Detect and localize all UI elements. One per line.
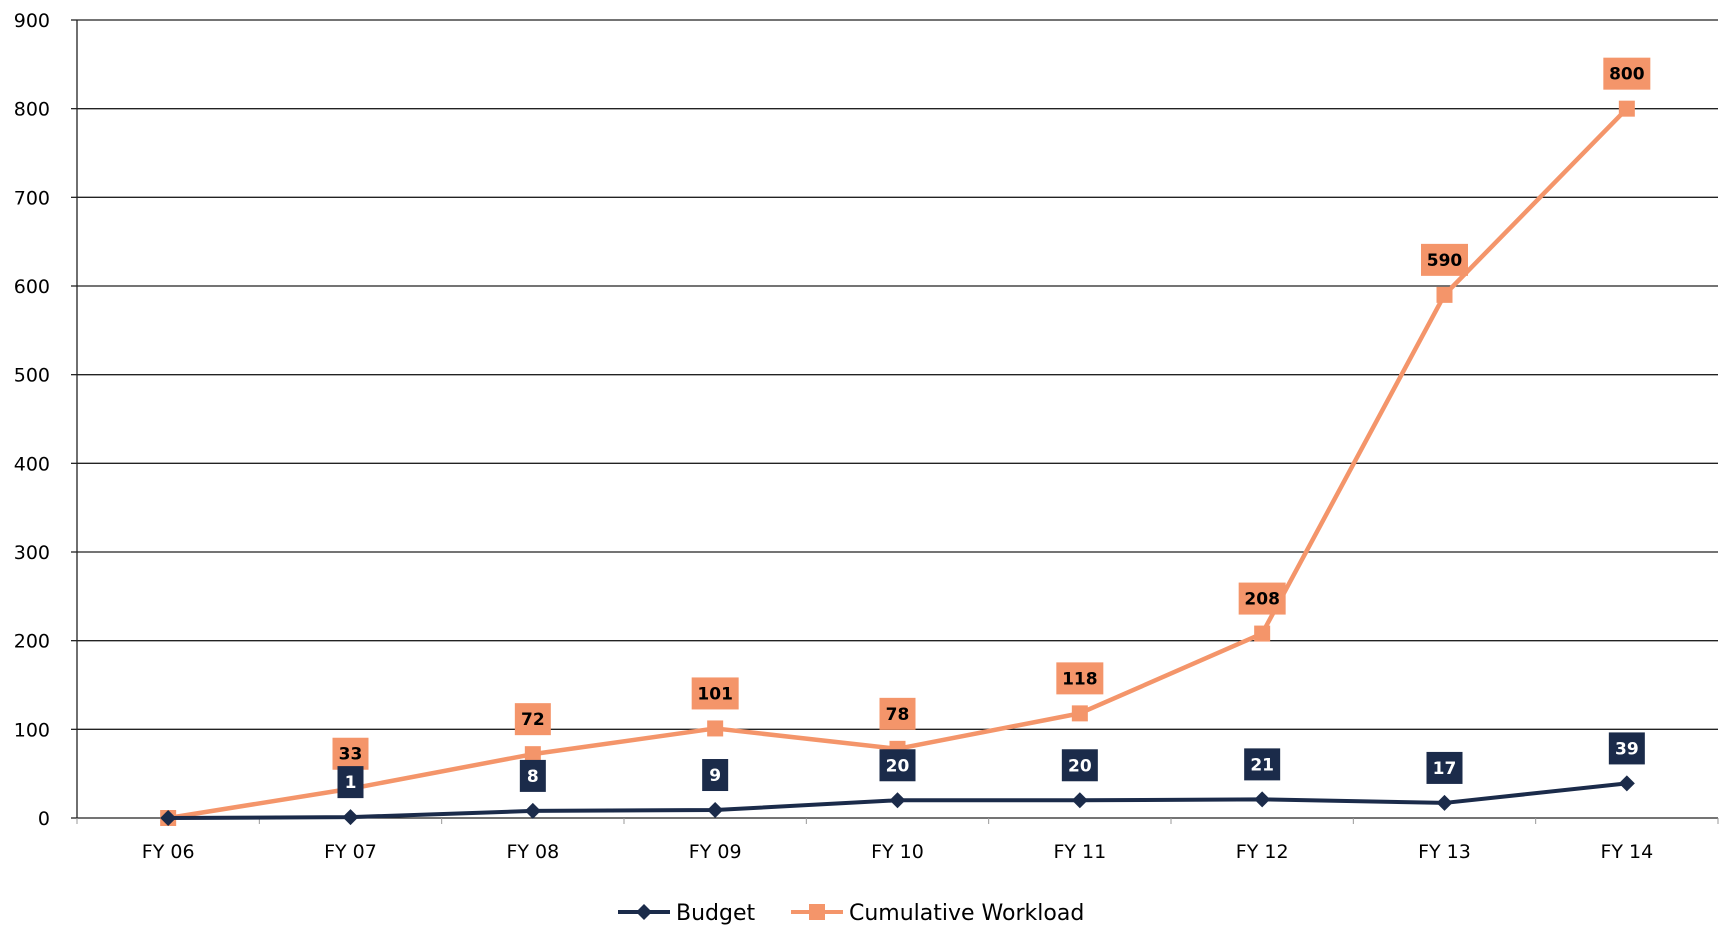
data-label-box (337, 766, 364, 799)
x-tick-label: FY 10 (871, 841, 924, 863)
x-tick-label: FY 14 (1600, 841, 1653, 863)
data-label: 208 (1244, 590, 1280, 610)
data-label-box (1244, 748, 1281, 781)
y-tick-label: 700 (14, 187, 50, 209)
data-label: 20 (1068, 756, 1092, 776)
data-label: 21 (1250, 755, 1274, 775)
data-label: 17 (1433, 759, 1457, 779)
y-tick-label: 300 (14, 542, 50, 564)
data-point (160, 810, 177, 826)
data-label: 39 (1615, 739, 1639, 759)
data-label-box (519, 759, 546, 792)
data-label: 118 (1062, 669, 1098, 689)
data-label: 590 (1427, 251, 1463, 271)
legend-label: Cumulative Workload (849, 901, 1084, 926)
data-point (1071, 792, 1088, 809)
data-point (1436, 794, 1453, 811)
data-label: 9 (709, 766, 721, 786)
legend-marker (636, 904, 652, 920)
data-label-box (691, 677, 739, 710)
data-label: 800 (1609, 65, 1645, 85)
data-label-box (1056, 662, 1104, 695)
x-axis: FY 06 FY 07 FY 08 FY 09 FY 10 FY 11 FY 12 FY 13… (76, 818, 1719, 863)
x-tick-label: FY 08 (506, 841, 559, 863)
data-point (1436, 286, 1453, 303)
y-tick-label: 0 (38, 808, 50, 830)
data-label: 1 (345, 773, 357, 793)
x-tick-label: FY 07 (324, 841, 377, 863)
x-tick-label: FY 09 (689, 841, 742, 863)
data-label-box (514, 703, 551, 736)
data-label-box (879, 749, 916, 782)
data-point (1254, 625, 1271, 642)
legend-label: Budget (676, 901, 756, 926)
y-tick-label: 500 (14, 365, 50, 387)
x-tick-label: FY 06 (142, 841, 195, 863)
data-label: 33 (339, 745, 363, 765)
x-tick-label: FY 12 (1236, 841, 1289, 863)
y-tick-label: 100 (14, 719, 50, 741)
y-axis: 0 100 200 300 400 500 600 700 800 900 (14, 10, 78, 830)
data-label-box (1061, 749, 1098, 782)
data-point (889, 792, 906, 809)
legend-marker (809, 904, 825, 920)
data-point (342, 809, 359, 826)
data-point (524, 802, 541, 819)
data-label: 101 (697, 684, 733, 704)
data-point (707, 802, 724, 819)
data-label-box (879, 697, 916, 730)
data-point (1618, 775, 1635, 792)
data-label: 72 (521, 710, 545, 730)
y-tick-label: 900 (14, 10, 50, 32)
data-label-box (1608, 732, 1645, 765)
y-tick-label: 400 (14, 453, 50, 475)
data-point (1071, 705, 1088, 722)
x-tick-label: FY 11 (1053, 841, 1106, 863)
data-point (707, 720, 724, 737)
data-label-box (332, 737, 369, 770)
legend: Budget Cumulative Workload (618, 901, 1084, 926)
y-tick-label: 800 (14, 99, 50, 121)
data-point (1254, 791, 1271, 808)
data-label-box (1421, 243, 1468, 276)
y-tick-label: 200 (14, 631, 50, 653)
data-label: 78 (886, 705, 910, 725)
data-label-box (1426, 751, 1463, 784)
data-labels: 33 72 101 78 118 208 590 800 1 8 9 20 20 21 17 39 (332, 57, 1651, 799)
data-label-box (702, 759, 729, 792)
data-point (524, 746, 541, 763)
y-tick-label: 600 (14, 276, 50, 298)
data-label: 8 (527, 767, 539, 787)
data-label-box (1238, 582, 1286, 615)
data-point (1618, 100, 1635, 117)
gridlines (77, 19, 1718, 819)
data-label-box (1603, 57, 1651, 90)
x-tick-label: FY 13 (1418, 841, 1471, 863)
series-layer (160, 100, 1635, 826)
data-label: 20 (886, 756, 910, 776)
